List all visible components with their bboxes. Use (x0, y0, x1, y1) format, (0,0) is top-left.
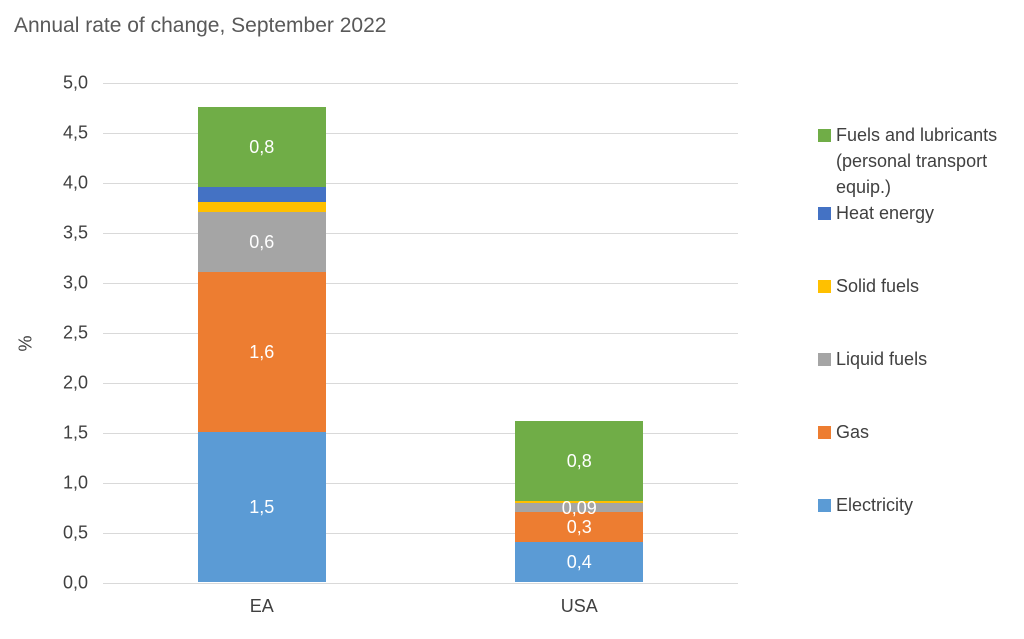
y-tick-label: 2,5 (62, 322, 88, 343)
y-tick-label: 2,0 (62, 372, 88, 393)
y-axis: 0,0 0,5 1,0 1,5 2,0 2,5 3,0 3,5 4,0 4,5 5,0 (30, 73, 88, 593)
legend-item-label: Electricity (836, 495, 914, 515)
legend-item-electricity: Electricity (818, 492, 1016, 518)
bar-value-label: 0,09 (561, 497, 597, 518)
bar-value-label: 0,4 (566, 552, 592, 572)
gridline (103, 183, 738, 184)
gridline (103, 483, 738, 484)
legend-item-label: Fuels and lubricants (personal transport… (836, 125, 998, 197)
legend-color-swatch-icon (818, 129, 831, 142)
legend-item-liquid-fuels: Liquid fuels (818, 346, 1016, 372)
bar-segment-liquid-fuels-ea: 0,6 (197, 212, 326, 272)
gridline (103, 433, 738, 434)
y-tick-label: 4,0 (62, 172, 88, 193)
gridline (103, 333, 738, 334)
y-tick-label: 0,5 (62, 522, 88, 543)
bar-segment-fuels-and-lubricants-personal-transport-equip-ea: 0,8 (197, 107, 326, 187)
legend-color-swatch-icon (818, 499, 831, 512)
bar-segment-solid-fuels-usa (515, 501, 644, 503)
bar-value-label: 0,8 (566, 451, 592, 471)
y-tick-label: 1,5 (62, 422, 88, 443)
legend-item-label: Solid fuels (836, 276, 920, 296)
bar-segment-fuels-and-lubricants-personal-transport-equip-usa: 0,8 (515, 421, 644, 501)
gridline (103, 383, 738, 384)
legend: Fuels and lubricants (personal transport… (818, 122, 1016, 518)
bar-value-label: 0,6 (249, 232, 275, 252)
gridline (103, 133, 738, 134)
bar-segment-electricity-usa: 0,4 (515, 542, 644, 582)
gridline (103, 83, 738, 84)
bar-value-label: 1,6 (249, 342, 275, 362)
bar-segment-liquid-fuels-usa: 0,09 (515, 499, 644, 517)
x-axis-label-usa: USA (560, 596, 598, 616)
bar-segment-gas-ea: 1,6 (197, 272, 326, 432)
legend-item-gas: Gas (818, 419, 1016, 445)
y-tick-label: 4,5 (62, 122, 88, 143)
plot-area: 1,5 1,6 0,6 0,8 0,4 0,3 0,09 0,8 (103, 83, 738, 584)
bar-usa: 0,4 0,3 0,09 0,8 (515, 421, 644, 582)
bar-segment-gas-usa: 0,3 (515, 512, 644, 542)
bar-value-label: 1,5 (249, 497, 275, 517)
chart-title: Annual rate of change, September 2022 (14, 14, 387, 37)
bar-value-label: 0,3 (566, 517, 592, 537)
gridline (103, 233, 738, 234)
legend-item-heat-energy: Heat energy (818, 200, 1016, 226)
y-tick-label: 5,0 (62, 72, 88, 93)
legend-item-label: Gas (836, 422, 870, 442)
legend-item-label: Liquid fuels (836, 349, 928, 369)
y-tick-label: 0,0 (62, 572, 88, 593)
bar-segment-heat-energy-ea (197, 187, 326, 202)
y-axis-unit-label: % (15, 335, 36, 352)
legend-color-swatch-icon (818, 426, 831, 439)
legend-item-fuels-and-lubricants-personal-transport-equip: Fuels and lubricants (personal transport… (818, 122, 1016, 200)
y-tick-label: 3,0 (62, 272, 88, 293)
gridline (103, 283, 738, 284)
gridline (103, 583, 738, 584)
legend-item-solid-fuels: Solid fuels (818, 273, 1016, 299)
legend-item-label: Heat energy (836, 203, 935, 223)
gridline (103, 533, 738, 534)
y-tick-label: 1,0 (62, 472, 88, 493)
bar-segment-solid-fuels-ea (197, 202, 326, 212)
x-axis-label-ea: EA (249, 596, 274, 616)
bar-value-label: 0,8 (249, 137, 275, 157)
bar-ea: 1,5 1,6 0,6 0,8 (197, 107, 326, 582)
legend-color-swatch-icon (818, 280, 831, 293)
y-tick-label: 3,5 (62, 222, 88, 243)
legend-color-swatch-icon (818, 207, 831, 220)
bar-segment-electricity-ea: 1,5 (197, 432, 326, 582)
legend-color-swatch-icon (818, 353, 831, 366)
